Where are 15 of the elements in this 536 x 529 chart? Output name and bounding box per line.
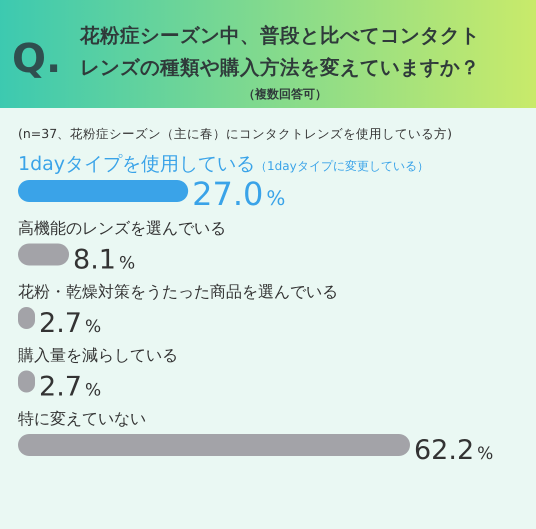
data-label: 2.7%	[39, 372, 102, 402]
bar	[18, 244, 70, 266]
annotation: (n=37、花粉症シーズン（主に春）にコンタクトレンズを使用している方)	[18, 126, 452, 141]
bar	[18, 180, 188, 202]
y-tick-label: 購入量を減らしている	[18, 346, 178, 364]
y-tick-label: 特に変えていない	[18, 409, 146, 428]
data-label: 27.0%	[192, 175, 286, 213]
data-label: 2.7%	[39, 308, 102, 339]
y-tick-label: 花粉・乾燥対策をうたった商品を選んでいる	[18, 282, 338, 301]
data-label: 8.1%	[73, 244, 136, 276]
chart-subtitle: （複数回答可）	[243, 87, 327, 101]
y-tick-label: 1dayタイプを使用している（1dayタイプに変更している）	[18, 153, 429, 175]
data-label: 62.2%	[414, 435, 494, 466]
y-tick-label: 高機能のレンズを選んでいる	[18, 218, 226, 238]
bar	[18, 434, 410, 456]
